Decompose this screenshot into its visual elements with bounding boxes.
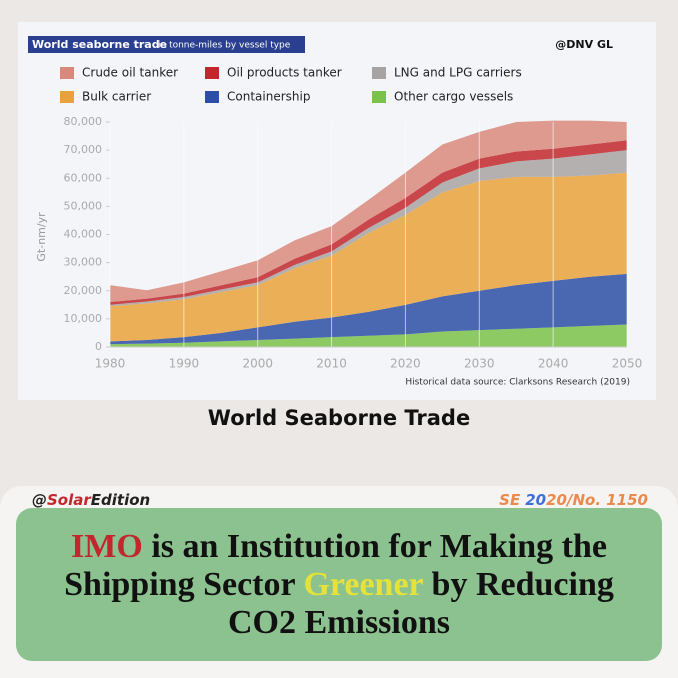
y-axis-label: Gt-nm/yr — [35, 212, 48, 262]
handle-part: Solar — [47, 491, 91, 509]
handle-part: @ — [32, 491, 47, 509]
watermark: @DNV GL — [555, 38, 613, 51]
headline-part: Greener — [303, 566, 424, 603]
legend-swatch — [205, 91, 219, 103]
x-tick-label: 2020 — [390, 357, 421, 371]
x-tick-label: 2050 — [612, 357, 643, 371]
source-note: Historical data source: Clarksons Resear… — [405, 378, 630, 388]
handle: @SolarEdition — [32, 491, 150, 509]
chart-subtitle: in tonne-miles by vessel type — [158, 41, 291, 51]
legend-swatch — [205, 67, 219, 79]
legend-swatch — [60, 91, 74, 103]
title-bar — [28, 36, 305, 53]
legend-label: LNG and LPG carriers — [394, 66, 522, 80]
issue-part: 20/No. 1150 — [546, 491, 648, 509]
y-tick-label: 40,000 — [64, 228, 103, 241]
area — [110, 150, 627, 307]
legend-swatch — [372, 67, 386, 79]
y-tick-label: 80,000 — [64, 115, 103, 128]
y-tick-label: 10,000 — [64, 312, 103, 325]
headline-part: is an Institution for Making the Shippin… — [64, 528, 607, 603]
headline-box: IMO is an Institution for Making the Shi… — [16, 508, 662, 661]
headline-part: by Reducing CO2 Emissions — [228, 566, 614, 641]
issue: SE 2020/No. 1150 — [499, 491, 648, 509]
area — [110, 172, 627, 342]
area — [110, 120, 627, 302]
x-tick-label: 1980 — [95, 357, 126, 371]
x-tick-label: 2040 — [538, 357, 569, 371]
legend-label: Oil products tanker — [227, 66, 342, 80]
x-tick-label: 2000 — [242, 357, 273, 371]
y-tick-label: 0 — [95, 340, 102, 353]
area — [110, 140, 627, 305]
handle-part: Edition — [90, 491, 151, 509]
chart: World seaborne trade in tonne-miles by v… — [18, 22, 656, 400]
chart-title: World seaborne trade — [32, 38, 167, 51]
x-tick-label: 2010 — [316, 357, 347, 371]
legend-label: Containership — [227, 90, 310, 104]
y-tick-label: 70,000 — [64, 143, 103, 156]
legend-label: Bulk carrier — [82, 90, 151, 104]
y-tick-label: 30,000 — [64, 256, 103, 269]
issue-part: SE — [499, 491, 521, 509]
x-tick-label: 2030 — [464, 357, 495, 371]
legend-label: Crude oil tanker — [82, 66, 178, 80]
legend-label: Other cargo vessels — [394, 90, 513, 104]
area — [110, 273, 627, 345]
caption: World Seaborne Trade — [207, 406, 471, 430]
legend-swatch — [60, 67, 74, 79]
x-tick-label: 1990 — [169, 357, 200, 371]
issue-part: 20 — [525, 491, 547, 509]
y-tick-label: 20,000 — [64, 284, 103, 297]
y-tick-label: 50,000 — [64, 199, 103, 212]
legend-swatch — [372, 91, 386, 103]
y-tick-label: 60,000 — [64, 171, 103, 184]
headline-part: IMO — [71, 528, 143, 565]
